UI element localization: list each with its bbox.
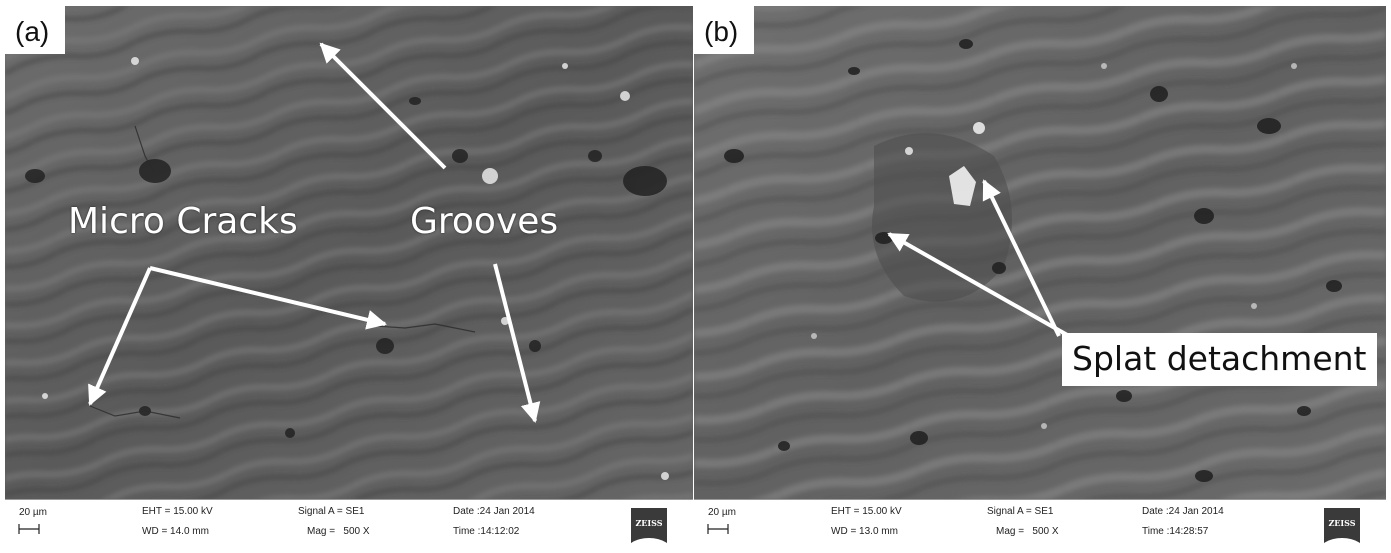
signal-value: Signal A = SE1 xyxy=(987,506,1054,517)
date-value: Date :24 Jan 2014 xyxy=(1142,506,1224,517)
signal-value: Signal A = SE1 xyxy=(298,506,365,517)
sem-panel-a: (a) Micro Cracks Grooves 20 µm EHT = 15.… xyxy=(5,6,693,553)
eht-value: EHT = 15.00 kV xyxy=(142,506,213,517)
date-value: Date :24 Jan 2014 xyxy=(453,506,535,517)
sem-micrograph-b xyxy=(694,6,1386,500)
zeiss-logo: ZEISS xyxy=(631,508,667,552)
zeiss-logo-arc xyxy=(631,538,667,552)
scale-bar xyxy=(18,524,40,534)
scale-bar xyxy=(707,524,729,534)
eht-value: EHT = 15.00 kV xyxy=(831,506,902,517)
zeiss-logo-text: ZEISS xyxy=(1328,518,1356,528)
zeiss-logo-arc xyxy=(1324,538,1360,552)
wd-value: WD = 13.0 mm xyxy=(831,526,898,537)
scale-label: 20 µm xyxy=(19,507,47,518)
mag-value: Mag = 500 X xyxy=(307,526,370,537)
wd-value: WD = 14.0 mm xyxy=(142,526,209,537)
sem-databar-a: 20 µm EHT = 15.00 kV WD = 14.0 mm Signal… xyxy=(5,499,693,553)
mag-value: Mag = 500 X xyxy=(996,526,1059,537)
sem-micrograph-a xyxy=(5,6,693,500)
time-value: Time :14:12:02 xyxy=(453,526,520,537)
panel-label-b: (b) xyxy=(694,6,755,54)
zeiss-logo: ZEISS xyxy=(1324,508,1360,552)
sem-databar-b: 20 µm EHT = 15.00 kV WD = 13.0 mm Signal… xyxy=(694,499,1386,553)
scale-label: 20 µm xyxy=(708,507,736,518)
panel-label-a: (a) xyxy=(5,6,66,54)
sem-panel-b: (b) Splat detachment 20 µm EHT = 15.00 k… xyxy=(694,6,1386,553)
zeiss-logo-text: ZEISS xyxy=(635,518,663,528)
time-value: Time :14:28:57 xyxy=(1142,526,1209,537)
